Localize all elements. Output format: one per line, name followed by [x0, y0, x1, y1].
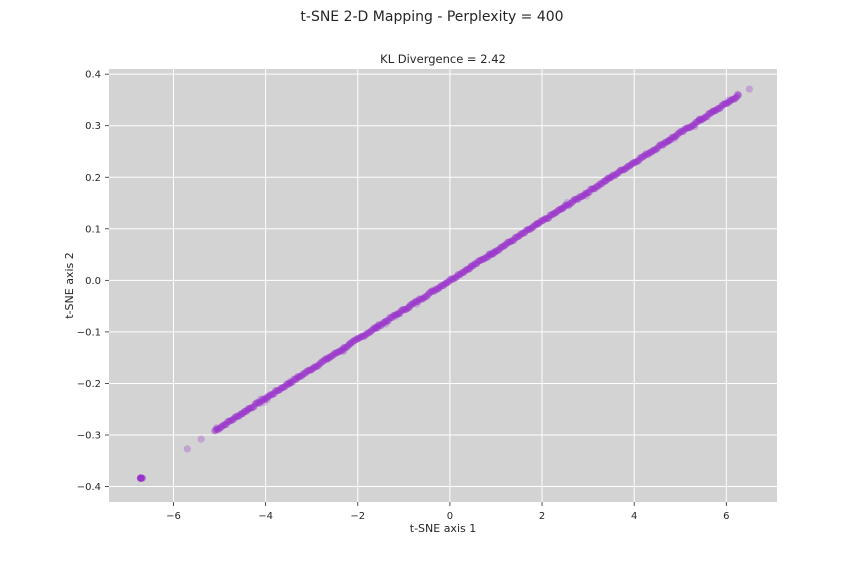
- figure-title: t-SNE 2-D Mapping - Perplexity = 400: [300, 9, 564, 25]
- scatter-point: [256, 395, 264, 403]
- scatter-point: [558, 205, 566, 213]
- scatter-point: [293, 374, 301, 382]
- y-tick-label: 0.4: [85, 70, 101, 81]
- scatter-point: [406, 303, 414, 311]
- scatter-point: [137, 474, 145, 482]
- scatter-point: [605, 174, 613, 182]
- scatter-point: [346, 340, 354, 349]
- scatter-point: [665, 137, 673, 145]
- scatter-point: [260, 398, 268, 407]
- scatter-point: [413, 300, 421, 308]
- y-tick-label: 0.1: [85, 224, 101, 235]
- x-tick-label: −6: [166, 511, 181, 522]
- scatter-point: [691, 122, 699, 131]
- scatter-point: [339, 347, 347, 356]
- scatter-point: [392, 312, 400, 321]
- scatter-point: [488, 249, 496, 257]
- scatter-point: [263, 396, 271, 404]
- y-tick-label: −0.4: [77, 482, 101, 493]
- grid-layer: [109, 69, 777, 502]
- scatter-point: [213, 425, 221, 433]
- scatter-point: [212, 424, 221, 432]
- scatter-point: [533, 220, 542, 228]
- scatter-point: [340, 346, 348, 355]
- ticks-layer: −6 −4 −2 0 2 4 6 −0.4 −0.3 −0.2 −0.1 0.0 0.1 0.2 0.3 0.…: [77, 70, 730, 522]
- scatter-point: [724, 96, 732, 104]
- scatter-point: [582, 192, 590, 200]
- y-tick-label: 0.2: [85, 173, 101, 184]
- x-axis-label: t-SNE axis 1: [410, 522, 476, 535]
- y-tick-label: −0.2: [77, 379, 101, 390]
- y-tick-label: 0.3: [85, 121, 101, 132]
- scatter-point: [396, 309, 404, 318]
- scatter-point: [286, 377, 294, 386]
- scatter-point: [485, 251, 493, 259]
- scatter-point: [745, 85, 753, 93]
- scatter-point: [563, 198, 571, 207]
- scatter-point: [373, 324, 381, 333]
- x-tick-label: −4: [258, 511, 273, 522]
- x-tick-label: 4: [631, 511, 637, 522]
- scatter-point: [324, 354, 332, 362]
- x-tick-label: 0: [447, 511, 453, 522]
- scatter-point: [601, 177, 609, 185]
- scatter-point: [696, 116, 705, 124]
- scatter-point: [695, 115, 704, 123]
- scatter-point: [709, 107, 717, 115]
- y-tick-label: 0.0: [85, 276, 101, 287]
- points-layer: [136, 85, 753, 482]
- y-tick-label: −0.1: [77, 327, 101, 338]
- scatter-point: [374, 322, 382, 330]
- scatter-point: [670, 135, 678, 143]
- scatter-point: [183, 445, 191, 453]
- x-tick-label: 2: [539, 511, 545, 522]
- scatter-point: [371, 324, 379, 333]
- scatter-point: [382, 320, 390, 328]
- scatter-point: [244, 405, 252, 413]
- scatter-point: [734, 91, 742, 99]
- scatter-point: [491, 247, 499, 256]
- y-tick-label: −0.3: [77, 430, 101, 441]
- x-tick-label: 6: [723, 511, 729, 522]
- scatter-point: [467, 263, 475, 271]
- y-axis-label: t-SNE axis 2: [63, 252, 76, 318]
- scatter-point: [285, 380, 293, 388]
- chart-subtitle: KL Divergence = 2.42: [380, 52, 506, 66]
- scatter-point: [238, 409, 247, 417]
- x-tick-label: −2: [350, 511, 365, 522]
- scatter-point: [197, 435, 205, 443]
- scatter-point: [733, 90, 742, 98]
